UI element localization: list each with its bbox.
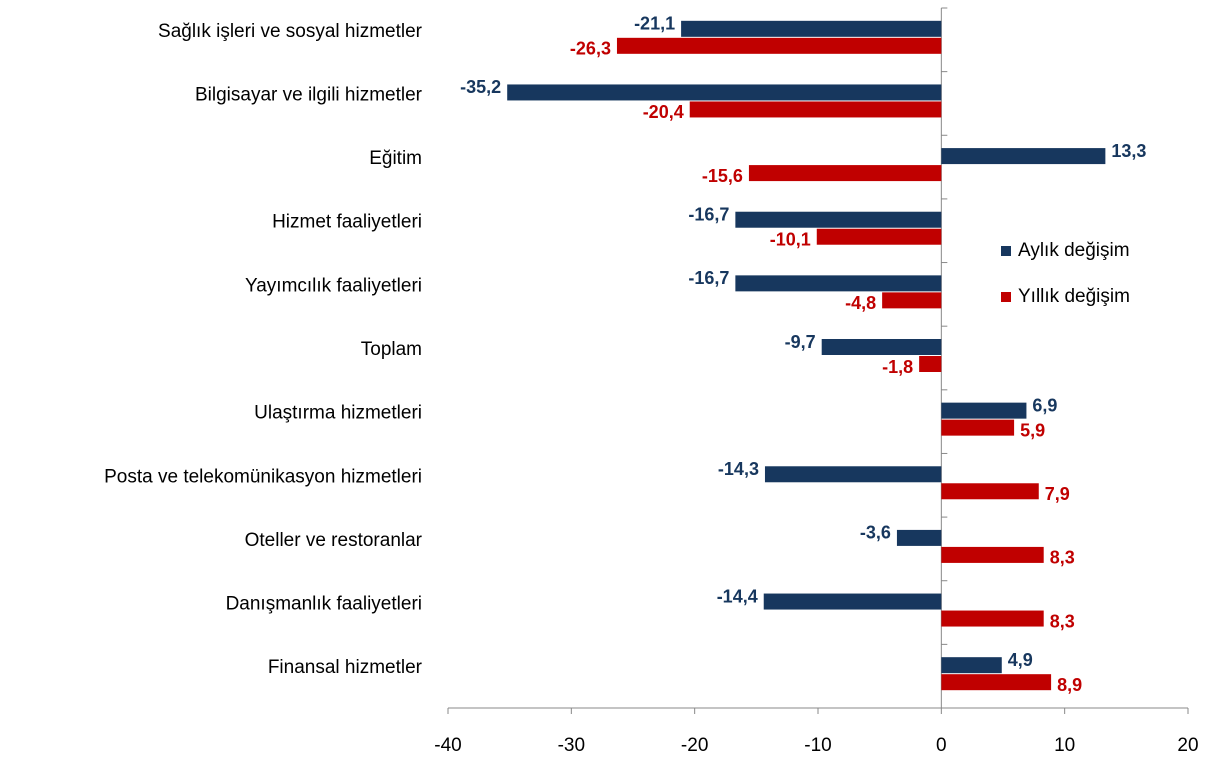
bar bbox=[681, 20, 942, 37]
value-label: 5,9 bbox=[1020, 420, 1045, 440]
value-label: -20,4 bbox=[643, 102, 684, 122]
value-label: 8,3 bbox=[1050, 611, 1075, 631]
legend-label: Aylık değişim bbox=[1018, 240, 1130, 261]
bar bbox=[763, 593, 942, 610]
value-label: 13,3 bbox=[1111, 141, 1146, 161]
bar bbox=[919, 356, 942, 372]
value-label: -35,2 bbox=[460, 77, 501, 97]
x-tick-label: 10 bbox=[1054, 735, 1075, 756]
category-label: Ulaştırma hizmetleri bbox=[254, 403, 422, 424]
value-label: -4,8 bbox=[845, 293, 876, 313]
bar bbox=[821, 339, 942, 355]
category-label: Finansal hizmetler bbox=[268, 657, 423, 678]
bar bbox=[507, 84, 942, 101]
bar bbox=[735, 275, 942, 292]
value-label: 4,9 bbox=[1008, 650, 1033, 670]
value-label: -3,6 bbox=[860, 523, 891, 543]
bar bbox=[941, 546, 1044, 563]
bar bbox=[941, 610, 1044, 627]
bar bbox=[764, 466, 942, 483]
category-label: Oteller ve restoranlar bbox=[245, 530, 423, 551]
legend-swatch bbox=[1001, 246, 1011, 256]
value-label: -1,8 bbox=[882, 357, 913, 377]
category-label: Danışmanlık faaliyetleri bbox=[226, 594, 422, 615]
bar bbox=[816, 228, 942, 245]
bar bbox=[941, 148, 1106, 165]
category-label: Eğitim bbox=[369, 148, 422, 169]
x-tick-label: -40 bbox=[434, 735, 461, 756]
bar bbox=[748, 165, 942, 182]
x-tick-label: 20 bbox=[1177, 735, 1198, 756]
value-label: 7,9 bbox=[1045, 484, 1070, 504]
bar bbox=[882, 292, 942, 309]
value-label: -9,7 bbox=[785, 332, 816, 352]
bar bbox=[896, 529, 942, 546]
value-label: -16,7 bbox=[688, 204, 729, 224]
bar bbox=[689, 101, 942, 118]
category-label: Bilgisayar ve ilgili hizmetler bbox=[195, 84, 423, 105]
x-tick-label: -30 bbox=[558, 735, 585, 756]
value-label: -14,4 bbox=[717, 586, 758, 606]
bar bbox=[735, 211, 942, 228]
legend-swatch bbox=[1001, 292, 1011, 302]
category-label: Yayımcılık faaliyetleri bbox=[245, 275, 422, 296]
x-tick-label: -10 bbox=[804, 735, 831, 756]
bar bbox=[941, 657, 1002, 674]
value-label: 8,3 bbox=[1050, 548, 1075, 568]
x-tick-label: 0 bbox=[936, 735, 947, 756]
value-label: 6,9 bbox=[1032, 395, 1057, 415]
value-label: -15,6 bbox=[702, 166, 743, 186]
value-label: -21,1 bbox=[634, 14, 675, 34]
category-label: Sağlık işleri ve sosyal hizmetler bbox=[158, 21, 423, 42]
bar bbox=[941, 402, 1027, 419]
value-label: -16,7 bbox=[688, 268, 729, 288]
category-label: Posta ve telekomünikasyon hizmetleri bbox=[104, 466, 422, 487]
value-label: -10,1 bbox=[770, 229, 811, 249]
bar bbox=[616, 37, 942, 54]
value-label: -26,3 bbox=[570, 39, 611, 59]
legend-label: Yıllık değişim bbox=[1018, 286, 1130, 307]
bar bbox=[941, 483, 1039, 500]
value-label: -14,3 bbox=[718, 459, 759, 479]
value-label: 8,9 bbox=[1057, 675, 1082, 695]
bar bbox=[941, 419, 1015, 436]
x-tick-label: -20 bbox=[681, 735, 708, 756]
category-label: Hizmet faaliyetleri bbox=[272, 212, 422, 233]
bar bbox=[941, 674, 1052, 691]
category-label: Toplam bbox=[361, 339, 422, 360]
